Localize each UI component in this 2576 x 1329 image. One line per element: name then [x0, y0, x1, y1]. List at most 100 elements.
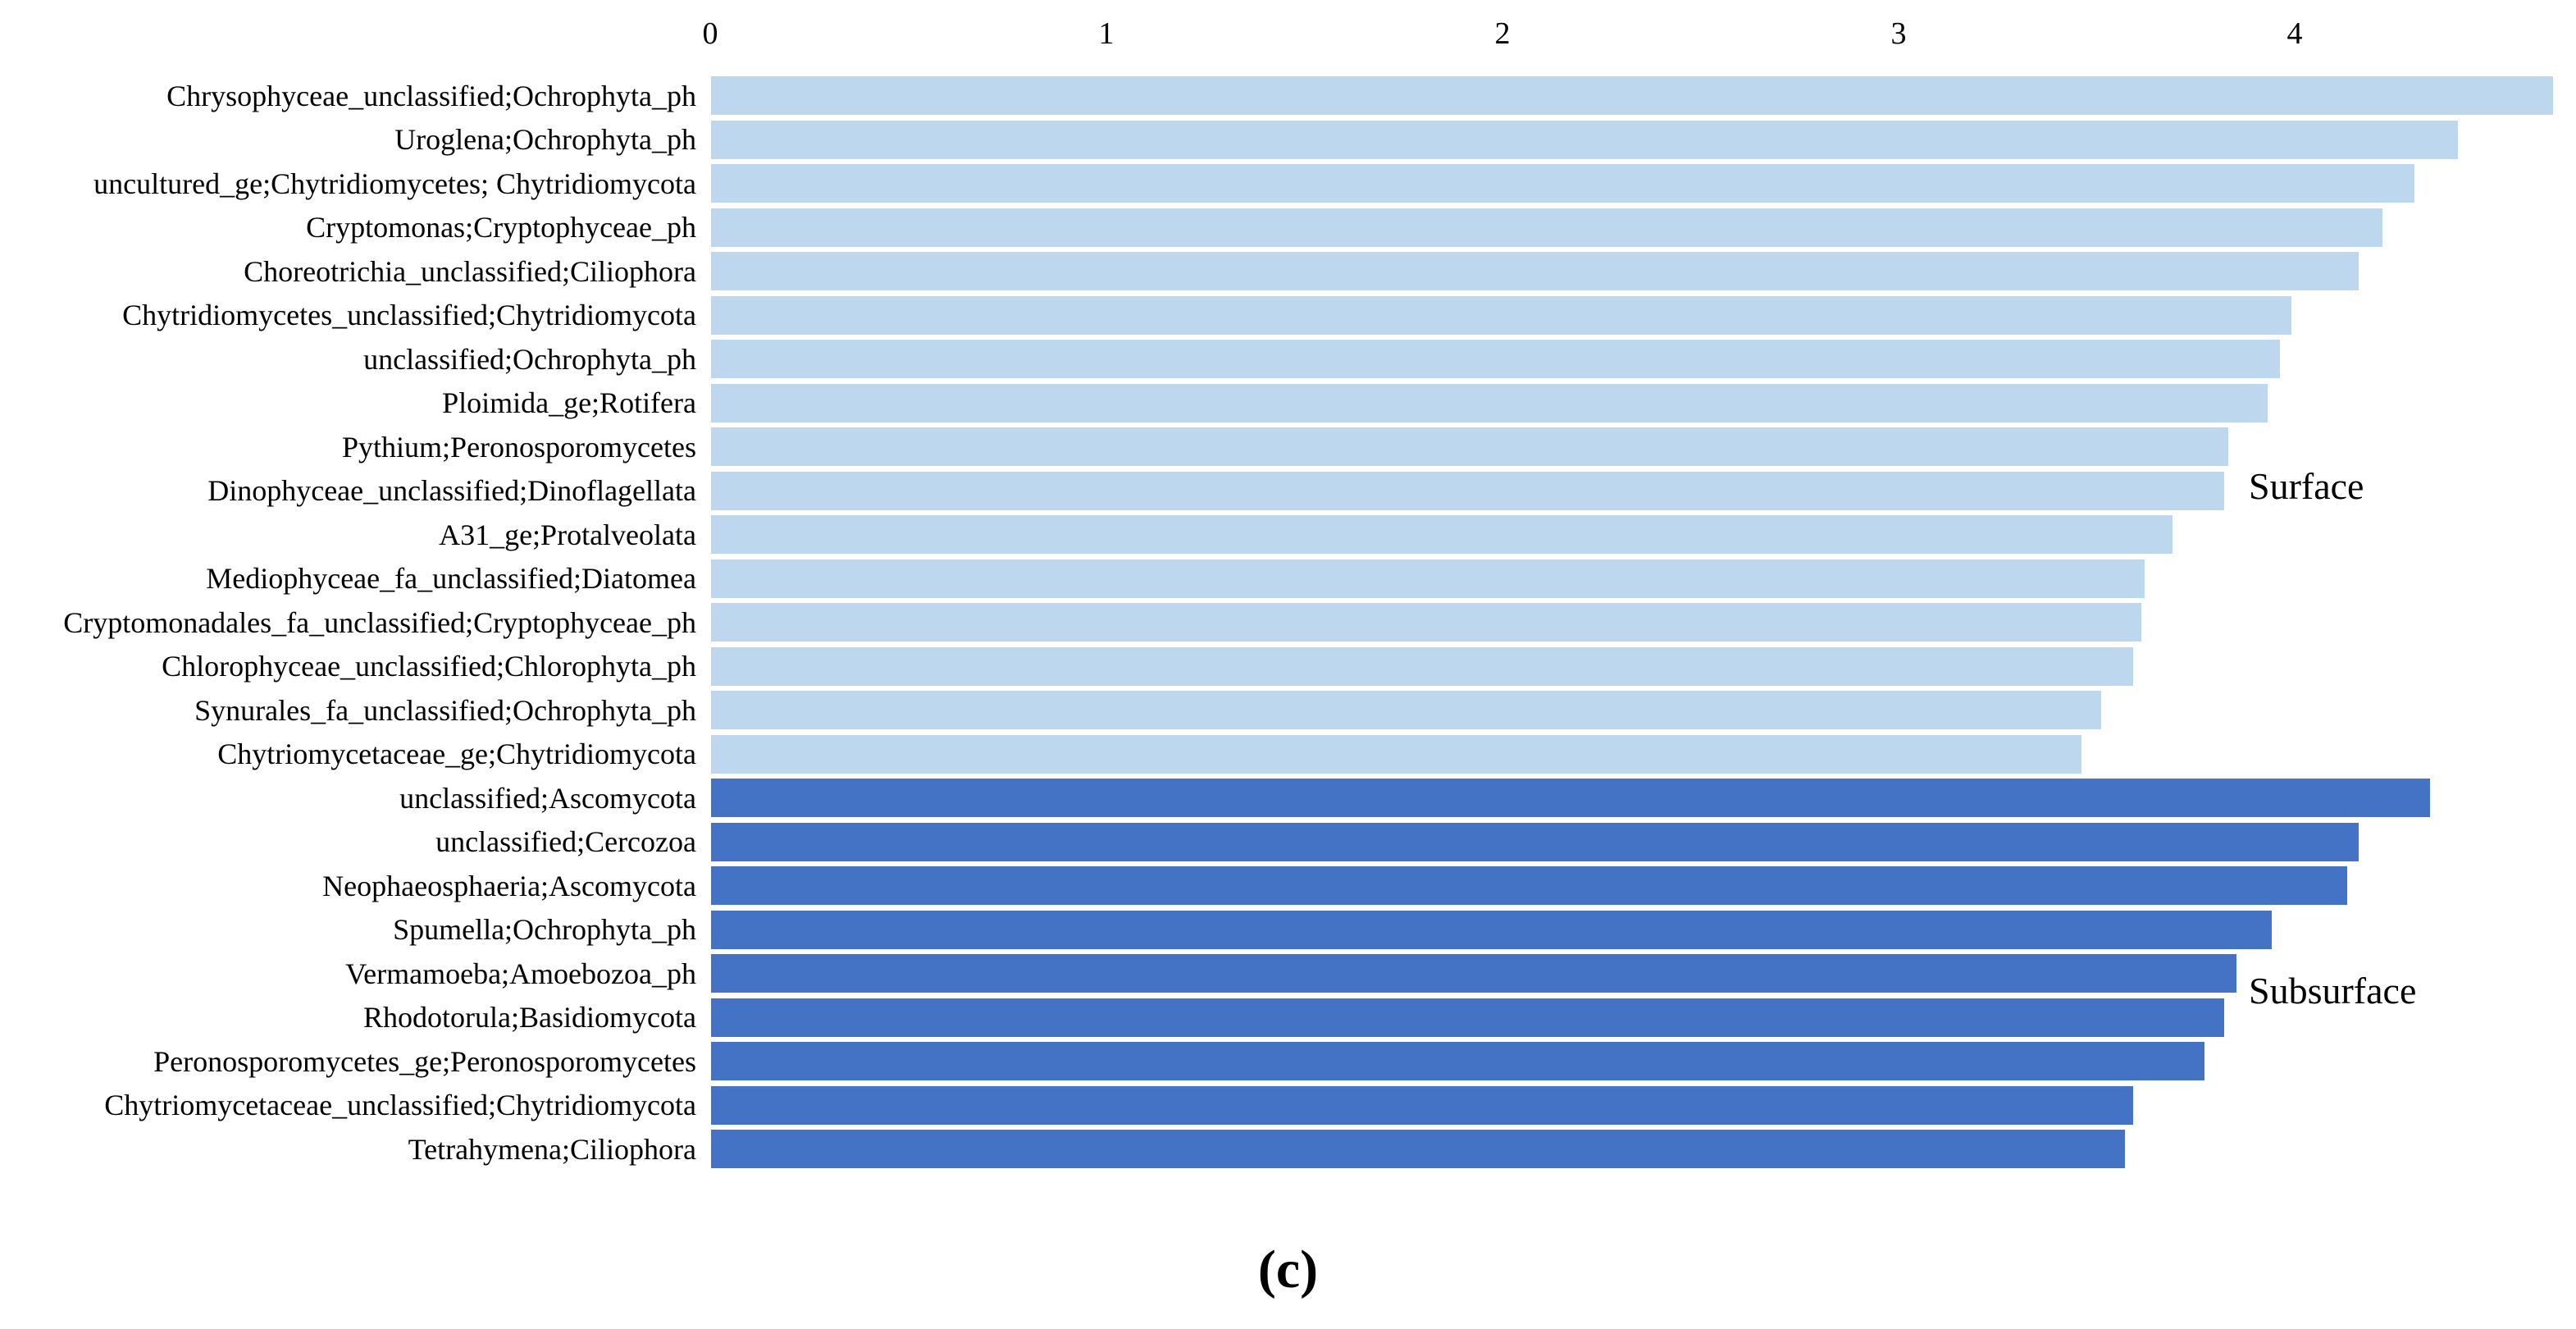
category-label: unclassified;Ochrophyta_ph — [363, 342, 696, 376]
bar-track — [711, 162, 2576, 206]
bar-track — [711, 513, 2576, 557]
x-axis-tick-4: 4 — [2286, 16, 2303, 51]
bar-surface — [711, 734, 2082, 774]
bar-subsurface — [711, 1085, 2133, 1125]
x-axis: 0 1 2 3 4 — [0, 13, 2576, 54]
bar-rows: Chrysophyceae_unclassified;Ochrophyta_ph… — [0, 74, 2576, 1171]
category-label: Synurales_fa_unclassified;Ochrophyta_ph — [194, 693, 696, 727]
table-row: Chytridiomycetes_unclassified;Chytridiom… — [0, 294, 2576, 338]
bar-track — [711, 249, 2576, 294]
bar-subsurface — [711, 1130, 2126, 1168]
category-label: Mediophyceae_fa_unclassified;Diatomea — [206, 562, 696, 596]
category-label: Cryptomonadales_fa_unclassified;Cryptoph… — [63, 605, 696, 639]
bar-track — [711, 74, 2576, 118]
category-label: Chytriomycetaceae_unclassified;Chytridio… — [104, 1089, 696, 1122]
table-row: Chlorophyceae_unclassified;Chlorophyta_p… — [0, 645, 2576, 689]
bar-surface — [711, 427, 2228, 466]
category-label: Uroglena;Ochrophyta_ph — [394, 123, 696, 157]
x-axis-tick-2: 2 — [1494, 16, 1511, 51]
table-row: Cryptomonadales_fa_unclassified;Cryptoph… — [0, 601, 2576, 645]
category-label: Choreotrichia_unclassified;Ciliophora — [244, 254, 696, 288]
bar-subsurface — [711, 910, 2273, 949]
figure-caption: (c) — [1257, 1240, 1319, 1299]
bar-track — [711, 206, 2576, 250]
bar-surface — [711, 559, 2145, 598]
table-row: A31_ge;Protalveolata — [0, 513, 2576, 557]
category-label: Cryptomonas;Cryptophyceae_ph — [306, 211, 696, 244]
bar-track — [711, 996, 2576, 1040]
category-label: Peronosporomycetes_ge;Peronosporomycetes — [153, 1044, 696, 1078]
table-row: Synurales_fa_unclassified;Ochrophyta_ph — [0, 688, 2576, 733]
table-row: Rhodotorula;Basidiomycota — [0, 996, 2576, 1040]
category-label: Rhodotorula;Basidiomycota — [363, 1001, 696, 1034]
bar-subsurface — [711, 822, 2359, 861]
category-label: unclassified;Cercozoa — [435, 825, 696, 859]
table-row: unclassified;Ascomycota — [0, 776, 2576, 820]
category-label: Vermamoeba;Amoebozoa_ph — [345, 957, 696, 990]
bar-track — [711, 337, 2576, 381]
category-label: uncultured_ge;Chytridiomycetes; Chytridi… — [93, 167, 696, 200]
category-label: Chytridiomycetes_unclassified;Chytridiom… — [122, 299, 696, 332]
bar-surface — [711, 208, 2383, 247]
bar-subsurface — [711, 1042, 2204, 1080]
bar-surface — [711, 340, 2280, 378]
table-row: Uroglena;Ochrophyta_ph — [0, 118, 2576, 162]
category-label: Chrysophyceae_unclassified;Ochrophyta_ph — [166, 79, 696, 112]
bar-surface — [711, 691, 2102, 729]
category-label: unclassified;Ascomycota — [399, 781, 696, 815]
surface-group-label: Surface — [2249, 465, 2364, 507]
bar-track — [711, 1039, 2576, 1084]
bar-subsurface — [711, 998, 2225, 1037]
bar-track — [711, 820, 2576, 865]
category-label: Tetrahymena;Ciliophora — [408, 1132, 696, 1166]
bar-track — [711, 1127, 2576, 1171]
bar-track — [711, 733, 2576, 777]
bar-surface — [711, 471, 2225, 510]
table-row: Ploimida_ge;Rotifera — [0, 381, 2576, 426]
bar-track — [711, 645, 2576, 689]
bar-track — [711, 688, 2576, 733]
table-row: Chytriomycetaceae_ge;Chytridiomycota — [0, 733, 2576, 777]
x-axis-tick-1: 1 — [1098, 16, 1115, 51]
bar-subsurface — [711, 779, 2431, 817]
category-label: Pythium;Peronosporomycetes — [342, 430, 696, 464]
table-row: Peronosporomycetes_ge;Peronosporomycetes — [0, 1039, 2576, 1084]
table-row: Tetrahymena;Ciliophora — [0, 1127, 2576, 1171]
bar-track — [711, 864, 2576, 908]
category-label: Spumella;Ochrophyta_ph — [393, 913, 696, 947]
table-row: uncultured_ge;Chytridiomycetes; Chytridi… — [0, 162, 2576, 206]
bar-surface — [711, 76, 2553, 115]
bar-surface — [711, 164, 2414, 203]
table-row: Cryptomonas;Cryptophyceae_ph — [0, 206, 2576, 250]
bar-track — [711, 908, 2576, 952]
bar-track — [711, 294, 2576, 338]
bar-surface — [711, 120, 2459, 159]
category-label: Chytriomycetaceae_ge;Chytridiomycota — [217, 738, 696, 771]
bar-surface — [711, 383, 2268, 422]
table-row: Neophaeosphaeria;Ascomycota — [0, 864, 2576, 908]
bar-surface — [711, 252, 2359, 290]
bar-track — [711, 776, 2576, 820]
bar-track — [711, 381, 2576, 426]
category-label: A31_ge;Protalveolata — [439, 518, 696, 551]
bar-surface — [711, 295, 2292, 335]
category-label: Dinophyceae_unclassified;Dinoflagellata — [207, 474, 696, 508]
table-row: unclassified;Ochrophyta_ph — [0, 337, 2576, 381]
table-row: Chrysophyceae_unclassified;Ochrophyta_ph — [0, 74, 2576, 118]
subsurface-group-label: Subsurface — [2249, 970, 2417, 1012]
table-row: Vermamoeba;Amoebozoa_ph — [0, 952, 2576, 996]
bar-subsurface — [711, 866, 2347, 905]
bar-track — [711, 952, 2576, 996]
table-row: Spumella;Ochrophyta_ph — [0, 908, 2576, 952]
category-label: Chlorophyceae_unclassified;Chlorophyta_p… — [162, 650, 696, 683]
bar-surface — [711, 603, 2141, 642]
bar-track — [711, 425, 2576, 469]
bar-surface — [711, 646, 2133, 686]
bar-subsurface — [711, 954, 2236, 993]
bar-track — [711, 118, 2576, 162]
bar-surface — [711, 515, 2173, 554]
bar-track — [711, 601, 2576, 645]
x-axis-tick-3: 3 — [1890, 16, 1907, 51]
table-row: Mediophyceae_fa_unclassified;Diatomea — [0, 557, 2576, 601]
